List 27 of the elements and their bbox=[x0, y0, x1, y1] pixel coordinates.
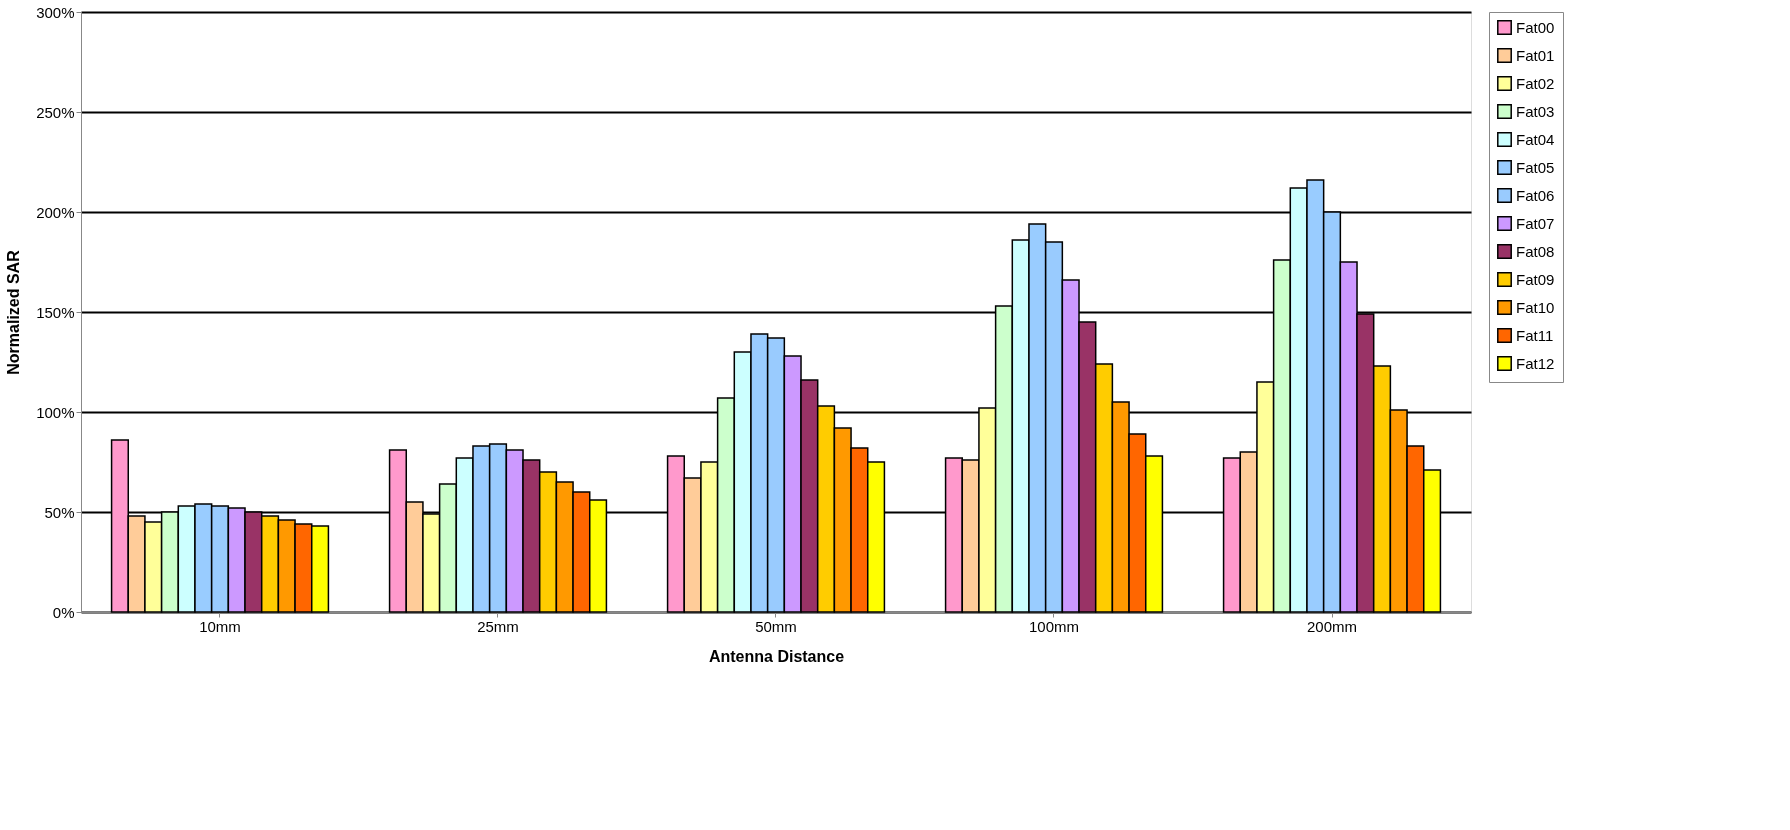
legend-label: Fat09 bbox=[1516, 270, 1555, 288]
x-axis-title: Antenna Distance bbox=[708, 647, 845, 665]
x-tick-label: 50mm bbox=[755, 617, 797, 635]
legend-label: Fat05 bbox=[1516, 158, 1555, 176]
legend-label: Fat03 bbox=[1516, 102, 1555, 120]
x-tick-label: 10mm bbox=[199, 617, 241, 635]
y-tick-label: 300% bbox=[36, 3, 75, 21]
legend-label: Fat00 bbox=[1516, 18, 1555, 36]
x-tick-label: 25mm bbox=[477, 617, 519, 635]
legend-label: Fat10 bbox=[1516, 298, 1555, 316]
y-tick-label: 150% bbox=[36, 303, 75, 321]
legend-label: Fat01 bbox=[1516, 46, 1555, 64]
y-axis-title: Normalized SAR bbox=[5, 249, 23, 375]
y-tick-label: 100% bbox=[36, 403, 75, 421]
y-tick-label: 0% bbox=[52, 603, 75, 621]
legend-label: Fat11 bbox=[1516, 326, 1554, 344]
legend-label: Fat08 bbox=[1516, 242, 1555, 260]
legend-label: Fat12 bbox=[1516, 354, 1555, 372]
legend-label: Fat07 bbox=[1516, 214, 1555, 232]
legend-label: Fat06 bbox=[1516, 186, 1555, 204]
x-tick-label: 200mm bbox=[1306, 617, 1358, 635]
y-tick-label: 200% bbox=[36, 203, 75, 221]
legend-label: Fat04 bbox=[1516, 130, 1555, 148]
legend-label: Fat02 bbox=[1516, 74, 1555, 92]
y-tick-label: 50% bbox=[44, 503, 75, 521]
x-tick-label: 100mm bbox=[1028, 617, 1080, 635]
y-tick-label: 250% bbox=[36, 103, 75, 121]
